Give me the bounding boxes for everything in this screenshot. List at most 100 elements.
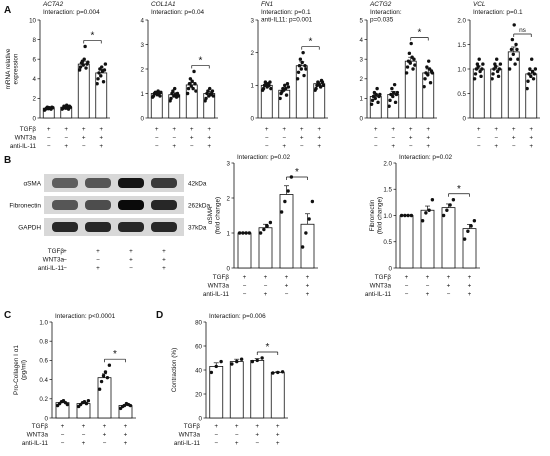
treatment-sign: +: [82, 126, 86, 133]
data-point: [370, 98, 375, 103]
treatment-sign: +: [426, 274, 430, 281]
y-axis-label: Contraction (%): [171, 348, 178, 392]
treatment-sign: −: [47, 143, 51, 150]
data-point: [513, 62, 517, 66]
treatment-sign: +: [61, 423, 65, 430]
data-point: [476, 64, 480, 69]
treatment-sign: +: [103, 432, 107, 439]
treatment-sign: −: [214, 440, 218, 447]
treatment-sign: +: [235, 423, 239, 430]
y-tick-label: 1.5: [457, 42, 466, 49]
data-point: [283, 83, 287, 88]
data-point: [430, 198, 435, 202]
treatment-label: TGFβ: [20, 126, 37, 133]
data-point: [426, 73, 430, 77]
treatment-sign: +: [155, 126, 159, 133]
data-point: [430, 71, 435, 75]
sig-label: *: [418, 28, 422, 39]
data-point: [206, 89, 210, 93]
gene-label: COL1A1: [151, 1, 176, 8]
data-point: [509, 47, 514, 52]
data-point: [247, 231, 252, 235]
treatment-sign: +: [300, 135, 304, 142]
panel-letter: B: [4, 155, 11, 166]
data-point: [495, 57, 499, 61]
bar: [237, 232, 252, 269]
treatment-sign: −: [235, 432, 239, 439]
y-tick-label: 20: [195, 391, 202, 398]
treatment-sign: −: [190, 143, 194, 150]
treatment-sign: −: [405, 291, 409, 298]
data-point: [187, 82, 192, 86]
treatment-sign: +: [529, 135, 533, 142]
treatment-sign: −: [264, 283, 268, 290]
data-point: [78, 65, 83, 69]
bar: [229, 361, 244, 419]
sig-label: *: [113, 349, 117, 360]
data-point: [495, 69, 500, 74]
data-point: [404, 71, 409, 75]
data-point: [96, 77, 100, 81]
data-point: [295, 77, 300, 81]
data-point: [68, 105, 73, 109]
data-point: [81, 63, 85, 67]
data-point: [428, 81, 433, 85]
data-point: [378, 92, 382, 97]
y-tick-label: 8: [33, 37, 37, 44]
data-point: [472, 77, 477, 81]
treatment-sign: +: [409, 126, 413, 133]
data-point: [406, 213, 410, 218]
blot-strip: [44, 196, 184, 214]
treatment-sign: +: [207, 126, 211, 133]
treatment-sign: +: [214, 423, 218, 430]
treatment-sign: −: [103, 440, 107, 447]
data-point: [516, 57, 520, 61]
data-point: [533, 67, 538, 71]
treatment-sign: +: [494, 126, 498, 133]
treatment-sign: +: [64, 126, 68, 133]
y-tick-label: 3: [227, 160, 231, 167]
data-point: [280, 370, 285, 374]
gene-label: VCL: [473, 1, 486, 8]
sig-label: *: [91, 30, 95, 41]
treatment-sign: +: [317, 135, 321, 142]
treatment-sign: +: [374, 126, 378, 133]
data-point: [97, 71, 101, 75]
treatment-sign: −: [391, 135, 395, 142]
data-point: [286, 85, 291, 89]
treatment-label: WNT3a: [27, 432, 49, 439]
treatment-sign: +: [63, 248, 67, 255]
data-point: [420, 219, 425, 223]
y-axis-label: (fold change): [377, 197, 384, 234]
treatment-sign: +: [124, 440, 128, 447]
y-tick-label: 60: [195, 343, 202, 350]
treatment-sign: −: [374, 135, 378, 142]
interaction-label: Interaction: p=0.1: [473, 9, 523, 16]
data-point: [300, 60, 304, 65]
bar: [250, 359, 265, 419]
data-point: [192, 69, 196, 74]
treatment-sign: +: [124, 432, 128, 439]
treatment-sign: −: [82, 143, 86, 150]
treatment-sign: −: [47, 135, 51, 142]
data-point: [304, 67, 308, 71]
data-point: [235, 359, 239, 364]
treatment-label: anti-IL-11: [203, 291, 230, 298]
data-point: [409, 41, 413, 46]
blot-protein-label: Fibronectin: [9, 202, 41, 209]
data-point: [510, 37, 515, 42]
treatment-sign: +: [447, 274, 451, 281]
treatment-label: WNT3a: [208, 283, 230, 290]
bar: [77, 63, 90, 119]
treatment-sign: −: [63, 257, 67, 264]
data-point: [530, 57, 534, 61]
treatment-sign: +: [265, 126, 269, 133]
data-point: [407, 51, 412, 56]
bar: [507, 51, 520, 119]
data-point: [298, 57, 303, 61]
treatment-label: WNT3a: [43, 257, 65, 264]
y-tick-label: 2: [33, 96, 37, 103]
data-point: [99, 379, 104, 384]
data-point: [100, 65, 104, 69]
